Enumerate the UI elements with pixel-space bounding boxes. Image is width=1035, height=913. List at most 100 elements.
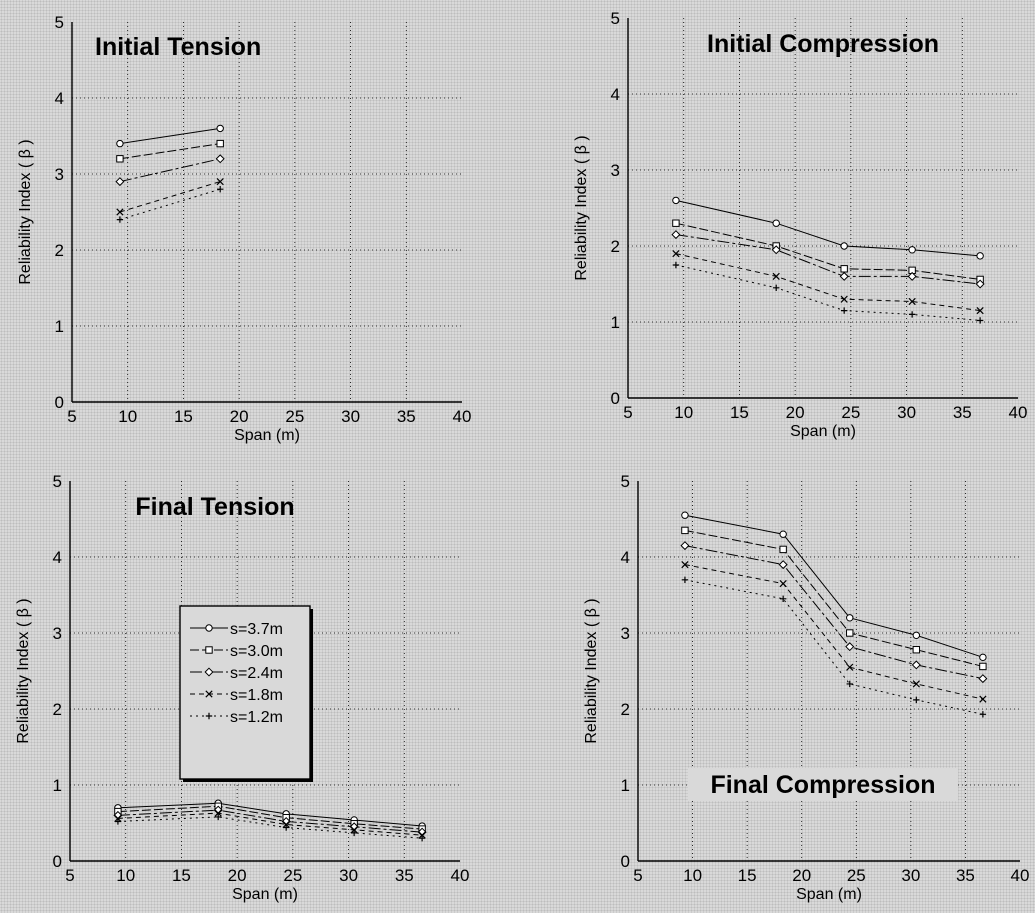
series-line: [119, 127, 221, 145]
series-line: [119, 188, 221, 221]
y-tick-label: 1: [53, 776, 62, 795]
data-point: [681, 511, 689, 519]
data-point: [975, 279, 985, 289]
y-tick-label: 3: [53, 624, 62, 643]
data-point: [840, 242, 848, 250]
legend-marker: [205, 690, 213, 698]
series-line: [117, 816, 423, 839]
y-tick-label: 2: [55, 241, 64, 260]
data-point: [114, 818, 122, 825]
x-axis-label: Span (m): [234, 427, 300, 444]
chart-title: Final Tension: [135, 493, 294, 521]
y-tick-label: 0: [611, 389, 620, 408]
chart-panel: 5 10 15 20 25 30 35 40 0 1 2 3 4 5 Span (m) Reliability…: [17, 13, 471, 444]
data-point: [282, 824, 290, 831]
legend-label: s=2.4m: [230, 665, 283, 682]
x-tick-label: 10: [683, 866, 702, 885]
data-point: [979, 695, 987, 703]
y-tick-label: 3: [611, 161, 620, 180]
series-line: [675, 234, 981, 285]
y-axis-label: Reliability Index ( β ): [573, 135, 590, 280]
series-line: [684, 514, 984, 658]
data-point: [912, 631, 921, 639]
x-tick-label: 35: [953, 403, 972, 422]
x-tick-label: 40: [451, 866, 470, 885]
data-point: [216, 139, 224, 148]
x-tick-label: 35: [397, 407, 416, 426]
y-tick-label: 1: [611, 313, 620, 332]
x-tick-label: 20: [230, 407, 249, 426]
x-axis-label: Span (m): [232, 886, 298, 903]
chart-title: Final Compression: [710, 771, 935, 799]
data-point: [681, 526, 689, 535]
chart-panel: 5 10 15 20 25 30 35 40 0 1 2 3 4 5 Span (m) Reliability…: [573, 9, 1027, 440]
legend-label: s=3.0m: [230, 643, 283, 660]
data-point: [846, 680, 853, 688]
x-tick-label: 5: [633, 866, 642, 885]
data-point: [908, 246, 916, 254]
data-point: [116, 139, 124, 148]
data-point: [116, 216, 124, 223]
y-tick-label: 5: [611, 9, 620, 28]
data-point: [672, 196, 680, 205]
legend-marker: [204, 667, 214, 677]
legend-marker: [205, 646, 213, 654]
data-point: [116, 208, 124, 216]
y-axis-label: Reliability Index ( β ): [15, 598, 32, 743]
y-tick-label: 3: [621, 624, 630, 643]
data-point: [840, 295, 848, 303]
data-point: [846, 629, 854, 637]
x-tick-label: 30: [901, 866, 920, 885]
x-tick-label: 5: [623, 403, 632, 422]
data-point: [216, 124, 224, 133]
data-point: [772, 272, 780, 281]
chart-title: Initial Compression: [707, 30, 939, 58]
series-line: [117, 805, 423, 830]
x-axis-label: Span (m): [796, 886, 862, 903]
y-tick-label: 2: [611, 237, 620, 256]
legend-label: s=1.8m: [230, 687, 283, 704]
x-tick-label: 25: [285, 407, 304, 426]
y-tick-label: 1: [55, 317, 64, 336]
y-tick-label: 5: [621, 472, 630, 491]
legend-label: s=1.2m: [230, 709, 283, 726]
series-line: [119, 158, 221, 183]
y-axis-label: Reliability Index ( β ): [17, 139, 34, 284]
series-line: [117, 812, 423, 836]
data-point: [779, 530, 787, 538]
data-point: [773, 284, 780, 291]
data-point: [672, 219, 680, 227]
y-tick-label: 5: [53, 472, 62, 491]
data-point: [839, 271, 849, 281]
x-tick-label: 30: [339, 866, 358, 885]
x-tick-label: 15: [730, 403, 749, 422]
data-point: [840, 307, 848, 314]
x-tick-label: 25: [283, 866, 302, 885]
data-point: [840, 265, 848, 273]
data-point: [978, 674, 988, 684]
chart-title: Initial Tension: [95, 33, 261, 61]
x-tick-label: 35: [956, 866, 975, 885]
chart-panel: 5 10 15 20 25 30 35 40 0 1 2 3 4 5 Span (m) Reliability…: [583, 472, 1029, 903]
y-tick-label: 2: [621, 700, 630, 719]
x-tick-label: 15: [172, 866, 191, 885]
data-point: [671, 230, 681, 240]
data-point: [681, 576, 689, 583]
data-point: [979, 662, 987, 671]
series-line: [675, 253, 981, 312]
y-tick-label: 5: [55, 13, 64, 32]
x-axis-label: Span (m): [790, 423, 856, 440]
x-tick-label: 30: [341, 407, 360, 426]
legend-marker: [205, 712, 213, 720]
x-tick-label: 25: [847, 866, 866, 885]
x-tick-label: 10: [674, 403, 693, 422]
data-point: [911, 660, 921, 670]
x-tick-label: 40: [1009, 403, 1028, 422]
series-line: [684, 564, 984, 700]
data-point: [976, 252, 984, 260]
legend-marker: [205, 624, 213, 632]
x-tick-label: 35: [395, 866, 414, 885]
y-axis-label: Reliability Index ( β ): [583, 598, 600, 743]
data-point: [418, 835, 426, 842]
